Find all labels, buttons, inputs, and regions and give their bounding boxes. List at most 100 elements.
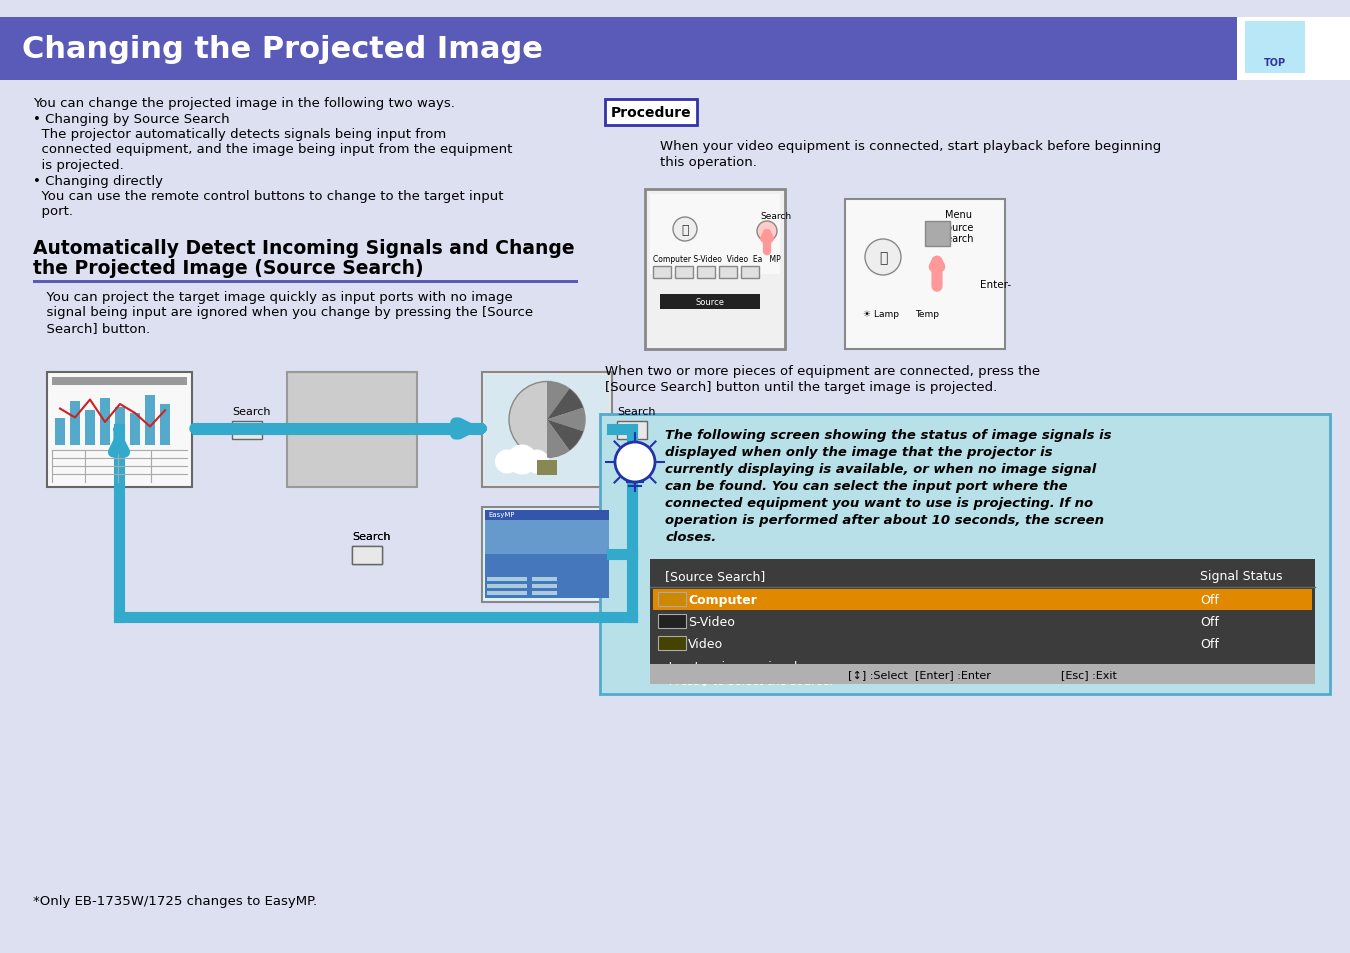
Text: When your video equipment is connected, start playback before beginning: When your video equipment is connected, … — [660, 140, 1161, 152]
Text: Video: Video — [688, 638, 724, 651]
Text: the Projected Image (Source Search): the Projected Image (Source Search) — [32, 258, 424, 277]
Text: this operation.: this operation. — [660, 156, 757, 169]
Text: • Changing directly: • Changing directly — [32, 174, 163, 188]
Text: ☀ Lamp: ☀ Lamp — [863, 310, 899, 318]
Circle shape — [865, 240, 900, 275]
Text: When two or more pieces of equipment are connected, press the: When two or more pieces of equipment are… — [605, 365, 1040, 377]
Bar — [649, 194, 780, 274]
Text: TOP: TOP — [1264, 58, 1287, 68]
Text: Search: Search — [940, 233, 973, 244]
Text: Search] button.: Search] button. — [38, 322, 150, 335]
Bar — [657, 637, 686, 650]
Circle shape — [525, 450, 549, 474]
Text: Computer S-Video  Video  Ea   MP: Computer S-Video Video Ea MP — [653, 254, 780, 264]
Wedge shape — [547, 420, 570, 458]
Text: Search: Search — [352, 532, 390, 542]
Bar — [1245, 22, 1305, 74]
Bar — [653, 589, 1312, 610]
Text: ⏻: ⏻ — [879, 251, 887, 265]
Text: signal being input are ignored when you change by pressing the [Source: signal being input are ignored when you … — [38, 306, 533, 319]
Bar — [352, 546, 382, 564]
Text: You can project the target image quickly as input ports with no image: You can project the target image quickly… — [38, 291, 513, 304]
Text: Temp: Temp — [915, 310, 940, 318]
Circle shape — [757, 222, 778, 242]
Wedge shape — [547, 408, 585, 432]
Text: closes.: closes. — [666, 531, 717, 543]
Text: The following screen showing the status of image signals is: The following screen showing the status … — [666, 429, 1111, 441]
Text: is projected.: is projected. — [32, 159, 124, 172]
Bar — [657, 615, 686, 628]
Bar — [532, 591, 558, 595]
Text: [Source Search]: [Source Search] — [666, 569, 765, 582]
Text: port.: port. — [32, 205, 73, 218]
Text: Off: Off — [1200, 638, 1219, 651]
Bar — [485, 375, 609, 484]
Text: Off: Off — [1200, 594, 1219, 607]
Bar — [232, 421, 262, 439]
Text: Source: Source — [940, 223, 973, 233]
Bar — [649, 559, 1315, 684]
Text: Enter-: Enter- — [980, 280, 1011, 290]
Bar — [925, 222, 950, 247]
Text: Menu: Menu — [945, 210, 972, 220]
Bar — [487, 577, 526, 581]
Text: ⏻: ⏻ — [682, 223, 688, 236]
Bar — [657, 593, 686, 606]
Bar — [55, 418, 65, 445]
Bar — [532, 577, 558, 581]
Circle shape — [495, 450, 518, 474]
Text: [Source Search] button until the target image is projected.: [Source Search] button until the target … — [605, 380, 998, 394]
Text: Search: Search — [760, 212, 791, 221]
Text: S-Video: S-Video — [688, 616, 734, 629]
Bar — [645, 190, 784, 350]
Text: Automatically Detect Incoming Signals and Change: Automatically Detect Incoming Signals an… — [32, 239, 575, 257]
Text: You can change the projected image in the following two ways.: You can change the projected image in th… — [32, 97, 455, 110]
Bar — [487, 591, 526, 595]
Text: [↕] :Select  [Enter] :Enter                    [Esc] :Exit: [↕] :Select [Enter] :Enter [Esc] :Exit — [848, 669, 1116, 679]
Bar — [845, 200, 1004, 350]
Bar — [47, 372, 192, 487]
Text: You can use the remote control buttons to change to the target input: You can use the remote control buttons t… — [32, 190, 504, 203]
Circle shape — [616, 442, 655, 482]
Text: Procedure: Procedure — [610, 106, 691, 120]
Text: Search: Search — [232, 407, 270, 417]
Bar — [537, 460, 558, 475]
Bar — [352, 546, 382, 564]
Text: can be found. You can select the input port where the: can be found. You can select the input p… — [666, 479, 1068, 493]
Bar — [617, 421, 647, 439]
Text: Off: Off — [1200, 616, 1219, 629]
Text: Computer: Computer — [688, 594, 757, 607]
Text: operation is performed after about 10 seconds, the screen: operation is performed after about 10 se… — [666, 514, 1104, 526]
Bar — [675, 267, 693, 278]
Bar — [32, 281, 578, 283]
Bar — [485, 554, 609, 598]
Text: *Only EB-1735W/1725 changes to EasyMP.: *Only EB-1735W/1725 changes to EasyMP. — [32, 894, 317, 907]
Bar — [70, 402, 80, 445]
Bar — [485, 510, 609, 520]
Bar — [85, 411, 94, 445]
Text: connected equipment you want to use is projecting. If no: connected equipment you want to use is p… — [666, 497, 1094, 510]
Bar — [660, 294, 760, 310]
Bar — [653, 267, 671, 278]
Circle shape — [508, 445, 537, 475]
Text: Signal Status: Signal Status — [1200, 569, 1282, 582]
Circle shape — [509, 382, 585, 458]
Text: connected equipment, and the image being input from the equipment: connected equipment, and the image being… — [32, 143, 513, 156]
Bar — [482, 372, 612, 487]
Bar — [288, 372, 417, 487]
Text: ·Press◆ to select the source.: ·Press◆ to select the source. — [666, 675, 833, 687]
Bar — [161, 405, 170, 445]
Text: displayed when only the image that the projector is: displayed when only the image that the p… — [666, 446, 1053, 458]
Text: EasyMP: EasyMP — [487, 511, 514, 517]
Text: Source: Source — [695, 298, 725, 307]
Text: Search: Search — [352, 532, 390, 542]
Bar — [1237, 18, 1350, 81]
Text: The projector automatically detects signals being input from: The projector automatically detects sign… — [32, 128, 447, 141]
Bar — [605, 100, 697, 126]
Bar — [599, 415, 1330, 695]
Circle shape — [674, 218, 697, 242]
Bar — [485, 510, 609, 554]
Bar — [482, 507, 612, 602]
Bar — [144, 395, 155, 445]
Bar — [53, 377, 188, 385]
